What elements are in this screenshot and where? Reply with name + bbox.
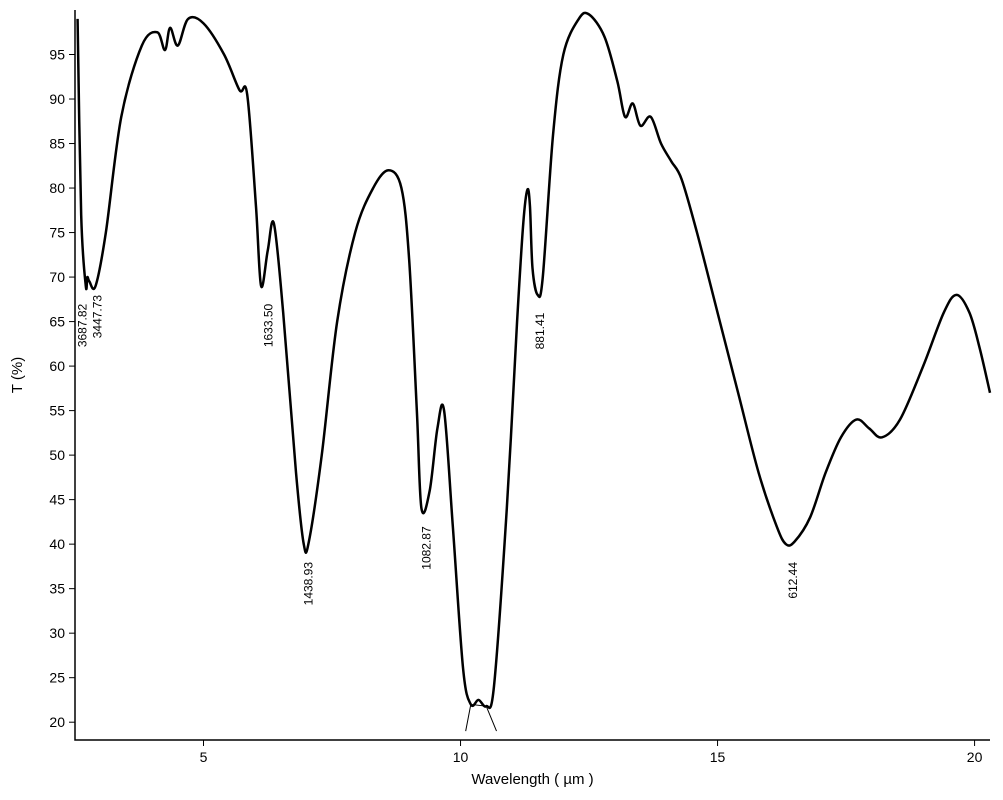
y-tick-label: 30	[49, 625, 65, 641]
peak-label: 1082.87	[420, 526, 434, 570]
chart-svg: 5 10 15 20 20 25 30 35 40 45 50 55 60 65 70 75 80 85 90 95 W…	[0, 0, 1003, 800]
y-tick-label: 90	[49, 91, 65, 107]
y-tick-label: 60	[49, 358, 65, 374]
peak-marker	[466, 704, 497, 731]
x-tick-label: 15	[710, 749, 726, 765]
y-tick-label: 95	[49, 47, 65, 63]
y-tick-label: 80	[49, 180, 65, 196]
y-tick-label: 35	[49, 581, 65, 597]
x-tick-label: 5	[200, 749, 208, 765]
y-tick-label: 85	[49, 136, 65, 152]
spectrum-line	[78, 13, 990, 708]
y-tick-label: 55	[49, 403, 65, 419]
spectrum-chart: 5 10 15 20 20 25 30 35 40 45 50 55 60 65 70 75 80 85 90 95 W…	[0, 0, 1003, 800]
peak-label: 1438.93	[301, 562, 315, 606]
y-tick-label: 70	[49, 269, 65, 285]
peak-label: 3447.73	[91, 295, 105, 339]
peak-label: 612.44	[786, 562, 800, 599]
y-tick-label: 50	[49, 447, 65, 463]
x-tick-label: 10	[453, 749, 469, 765]
axes	[75, 10, 990, 740]
x-tick-label: 20	[967, 749, 983, 765]
y-tick-label: 75	[49, 225, 65, 241]
peak-label: 3687.82	[75, 303, 89, 347]
peak-label: 1633.50	[261, 303, 275, 347]
peak-label: 881.41	[533, 312, 547, 349]
y-tick-label: 40	[49, 536, 65, 552]
y-tick-label: 20	[49, 714, 65, 730]
y-tick-label: 65	[49, 314, 65, 330]
y-tick-label: 25	[49, 670, 65, 686]
x-axis-title-svg: Wavelength ( µm )	[471, 771, 593, 788]
y-axis-title-svg: T (%)	[9, 357, 26, 393]
y-tick-label: 45	[49, 492, 65, 508]
